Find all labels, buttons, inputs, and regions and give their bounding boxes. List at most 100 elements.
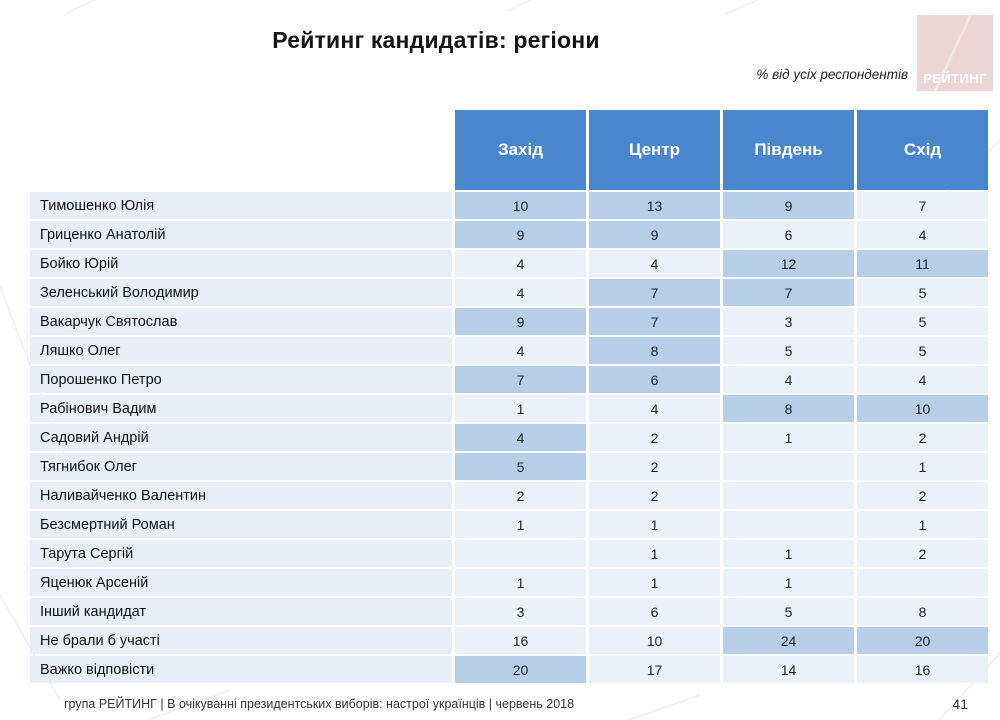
value-cell: 4 <box>455 279 586 306</box>
page-title: Рейтинг кандидатів: регіони <box>272 27 600 53</box>
table-row: Тягнибок Олег 5 2 1 <box>30 453 988 480</box>
table-row: Важко відповісти 20 17 14 16 <box>30 656 988 683</box>
table-row: Порошенко Петро 7 6 4 4 <box>30 366 988 393</box>
value-cell: 2 <box>857 424 988 451</box>
table-row: Безсмертний Роман 1 1 1 <box>30 511 988 538</box>
value-cell: 1 <box>723 424 854 451</box>
candidate-name: Інший кандидат <box>30 598 452 625</box>
value-cell: 16 <box>857 656 988 683</box>
candidate-name: Тарута Сергій <box>30 540 452 567</box>
value-cell: 17 <box>589 656 720 683</box>
ratings-table-container: Захід Центр Південь Схід Тимошенко Юлія 10 13… <box>27 108 991 685</box>
region-column-header: Південь <box>723 110 854 190</box>
candidate-name: Зеленський Володимир <box>30 279 452 306</box>
value-cell: 1 <box>857 511 988 538</box>
table-row: Рабінович Вадим 1 4 8 10 <box>30 395 988 422</box>
value-cell: 1 <box>455 569 586 596</box>
value-cell: 1 <box>589 540 720 567</box>
value-cell: 9 <box>589 221 720 248</box>
value-cell: 1 <box>589 569 720 596</box>
value-cell: 2 <box>857 540 988 567</box>
ratings-table: Захід Центр Південь Схід Тимошенко Юлія 10 13… <box>27 108 991 685</box>
value-cell: 4 <box>455 424 586 451</box>
value-cell: 5 <box>857 337 988 364</box>
value-cell: 4 <box>857 221 988 248</box>
value-cell: 7 <box>455 366 586 393</box>
table-row: Бойко Юрій 4 4 12 11 <box>30 250 988 277</box>
footer-source: група РЕЙТИНГ | В очікуванні президентсь… <box>64 697 575 711</box>
value-cell <box>723 511 854 538</box>
value-cell: 14 <box>723 656 854 683</box>
value-cell: 1 <box>857 453 988 480</box>
value-cell: 5 <box>857 279 988 306</box>
table-header: Захід Центр Південь Схід <box>30 110 988 190</box>
value-cell: 1 <box>589 511 720 538</box>
value-cell: 5 <box>857 308 988 335</box>
value-cell: 9 <box>455 221 586 248</box>
value-cell: 7 <box>723 279 854 306</box>
candidate-name: Садовий Андрій <box>30 424 452 451</box>
candidate-name: Рабінович Вадим <box>30 395 452 422</box>
value-cell: 4 <box>857 366 988 393</box>
value-cell: 4 <box>455 250 586 277</box>
table-row: Тарута Сергій 1 1 2 <box>30 540 988 567</box>
page-number: 41 <box>952 696 968 712</box>
table-row: Тимошенко Юлія 10 13 9 7 <box>30 192 988 219</box>
value-cell: 4 <box>589 250 720 277</box>
table-header-row: Захід Центр Південь Схід <box>30 110 988 190</box>
value-cell: 24 <box>723 627 854 654</box>
value-cell: 7 <box>589 279 720 306</box>
value-cell: 8 <box>857 598 988 625</box>
value-cell: 10 <box>589 627 720 654</box>
value-cell: 6 <box>589 598 720 625</box>
value-cell: 2 <box>857 482 988 509</box>
value-cell: 16 <box>455 627 586 654</box>
table-body: Тимошенко Юлія 10 13 9 7 Гриценко Анатолій 9 9 6… <box>30 192 988 683</box>
value-cell: 8 <box>589 337 720 364</box>
region-column-header: Захід <box>455 110 586 190</box>
table-row: Зеленський Володимир 4 7 7 5 <box>30 279 988 306</box>
candidate-name: Тягнибок Олег <box>30 453 452 480</box>
value-cell: 13 <box>589 192 720 219</box>
logo-label: РЕЙТИНГ <box>923 71 987 86</box>
candidate-name: Не брали б участі <box>30 627 452 654</box>
value-cell: 5 <box>723 337 854 364</box>
value-cell: 2 <box>589 424 720 451</box>
rating-group-logo: РЕЙТИНГ <box>917 15 993 91</box>
table-row: Яценюк Арсеній 1 1 1 <box>30 569 988 596</box>
value-cell: 10 <box>857 395 988 422</box>
value-cell <box>455 540 586 567</box>
value-cell: 1 <box>723 540 854 567</box>
value-cell: 9 <box>723 192 854 219</box>
candidate-name: Важко відповісти <box>30 656 452 683</box>
table-row: Інший кандидат 3 6 5 8 <box>30 598 988 625</box>
value-cell: 6 <box>723 221 854 248</box>
value-cell: 8 <box>723 395 854 422</box>
region-column-header: Схід <box>857 110 988 190</box>
candidate-name: Наливайченко Валентин <box>30 482 452 509</box>
value-cell: 4 <box>723 366 854 393</box>
value-cell: 5 <box>723 598 854 625</box>
candidate-name: Порошенко Петро <box>30 366 452 393</box>
table-row: Не брали б участі 16 10 24 20 <box>30 627 988 654</box>
value-cell: 11 <box>857 250 988 277</box>
value-cell: 4 <box>589 395 720 422</box>
value-cell <box>723 453 854 480</box>
value-cell <box>857 569 988 596</box>
table-row: Гриценко Анатолій 9 9 6 4 <box>30 221 988 248</box>
value-cell: 20 <box>857 627 988 654</box>
value-cell: 20 <box>455 656 586 683</box>
table-row: Ляшко Олег 4 8 5 5 <box>30 337 988 364</box>
table-row: Садовий Андрій 4 2 1 2 <box>30 424 988 451</box>
value-cell: 4 <box>455 337 586 364</box>
value-cell: 9 <box>455 308 586 335</box>
value-cell: 1 <box>723 569 854 596</box>
value-cell: 12 <box>723 250 854 277</box>
value-cell: 2 <box>455 482 586 509</box>
value-cell: 10 <box>455 192 586 219</box>
value-cell: 5 <box>455 453 586 480</box>
table-row: Вакарчук Святослав 9 7 3 5 <box>30 308 988 335</box>
value-cell: 7 <box>589 308 720 335</box>
value-cell <box>723 482 854 509</box>
